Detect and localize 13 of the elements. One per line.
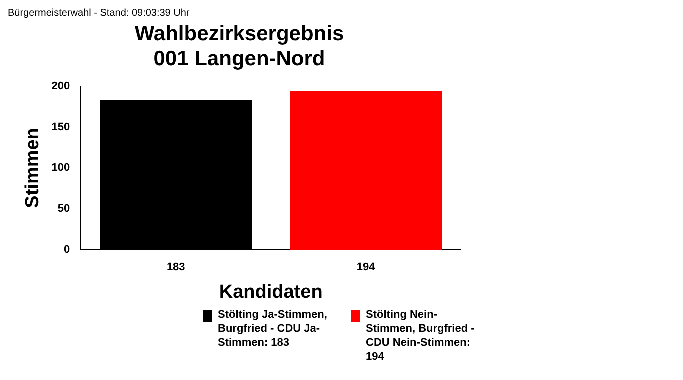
y-axis-title: Stimmen bbox=[22, 128, 44, 208]
chart-title: Wahlbezirksergebnis 001 Langen-Nord bbox=[134, 22, 344, 71]
y-tick-label: 200 bbox=[52, 80, 70, 92]
x-tick-label: 194 bbox=[356, 262, 376, 274]
y-tick-label: 50 bbox=[58, 203, 70, 216]
x-axis-title: Kandidaten bbox=[219, 282, 323, 303]
text: Bürgermeisterwahl - Stand: 09:03:39 Uhr bbox=[8, 8, 190, 19]
x-tick-label: 183 bbox=[166, 262, 186, 274]
y-tick-label: 150 bbox=[52, 121, 70, 134]
y-tick-label: 100 bbox=[52, 162, 70, 174]
y-tick-label: 0 bbox=[64, 244, 70, 256]
legend-label: Stölting Nein-Stimmen, Burgfried - CDU Nein-Stimmen: 194 bbox=[366, 308, 476, 364]
legend-label: Stölting Ja-Stimmen, Burgfried - CDU Ja-Stimmen: 183 bbox=[218, 308, 328, 350]
